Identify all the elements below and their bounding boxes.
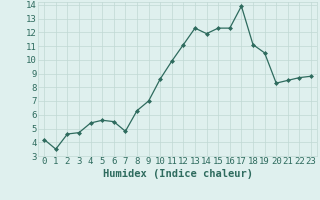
X-axis label: Humidex (Indice chaleur): Humidex (Indice chaleur): [103, 169, 252, 179]
